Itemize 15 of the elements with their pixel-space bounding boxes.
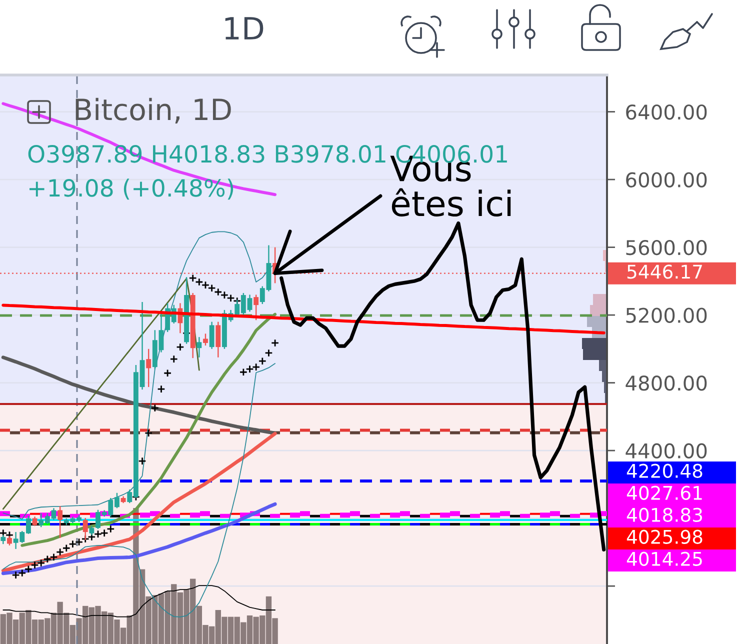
y-tick-label: 6000.00 xyxy=(626,172,707,188)
text: Bitcoin, 1D xyxy=(76,98,231,124)
annotation: +19.08 (+0.48%) xyxy=(30,178,234,200)
ref-line-label: 4018.83 xyxy=(626,508,702,522)
ref-line-label: 4025.98 xyxy=(626,530,702,544)
ref-line-label: 5446.17 xyxy=(627,264,702,279)
y-tick-label: 4400.00 xyxy=(626,443,707,458)
y-tick-label: 6400.00 xyxy=(626,104,707,120)
ref-line-label: 4027.61 xyxy=(626,486,702,500)
y-tick-label: 5600.00 xyxy=(626,240,707,256)
y-tick-label: 4800.00 xyxy=(626,375,707,391)
y-tick-label: 5200.00 xyxy=(626,308,707,323)
ref-line-label: 4220.48 xyxy=(626,464,702,478)
text: 1D xyxy=(225,17,264,40)
ref-line-label: 4014.25 xyxy=(626,552,702,566)
